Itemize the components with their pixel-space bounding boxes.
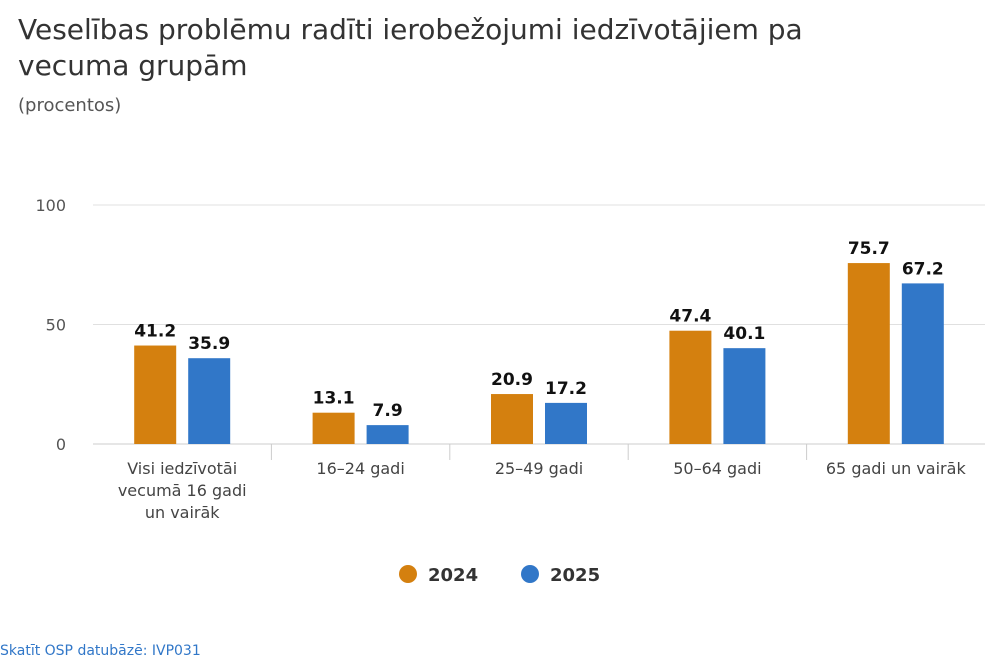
legend-label-2025[interactable]: 2025	[550, 565, 600, 586]
x-category-label: Visi iedzīvotāi vecumā 16 gadi un vairāk	[118, 459, 247, 522]
bar-chart: 0 50 100 41.2 35.9 Visi iedzīvotāi vecumā 16 g…	[35, 196, 985, 586]
x-category-label: 16–24 gadi	[316, 459, 404, 478]
bar-2025	[545, 402, 587, 444]
data-label-2025: 35.9	[188, 334, 230, 354]
data-label-2024: 20.9	[491, 370, 533, 390]
data-label-2025: 7.9	[373, 401, 403, 421]
x-category-label-line: 16–24 gadi	[316, 459, 404, 478]
x-category-label: 25–49 gadi	[495, 459, 583, 478]
bar-2024	[669, 330, 712, 444]
data-label-2025: 40.1	[723, 324, 765, 344]
legend-label-2024[interactable]: 2024	[428, 565, 478, 586]
x-category-label: 65 gadi un vairāk	[826, 459, 967, 478]
y-tick-label: 100	[35, 196, 66, 215]
data-label-2024: 47.4	[669, 307, 711, 327]
y-tick-label: 0	[56, 435, 66, 454]
bar-2024	[491, 394, 533, 444]
chart-subtitle: (procentos)	[18, 95, 122, 116]
data-label-2025: 67.2	[902, 259, 944, 279]
bar-2024	[134, 345, 177, 444]
x-category-label: 50–64 gadi	[673, 459, 761, 478]
x-category-label-line: vecumā 16 gadi	[118, 481, 247, 500]
source-database-link[interactable]: Skatīt OSP datubāzē: IVP031	[0, 643, 201, 659]
x-category-label-line: 50–64 gadi	[673, 459, 761, 478]
bar-2025	[188, 358, 231, 444]
bar-2024	[847, 263, 890, 444]
legend-marker-2024	[399, 565, 417, 583]
bar-2025	[723, 348, 766, 444]
data-label-2024: 13.1	[313, 389, 355, 409]
y-tick-label: 50	[46, 316, 66, 335]
x-category-label-line: Visi iedzīvotāi	[127, 459, 237, 478]
data-label-2024: 75.7	[848, 239, 890, 259]
data-label-2025: 17.2	[545, 379, 587, 399]
x-category-label-line: 25–49 gadi	[495, 459, 583, 478]
bar-2025	[901, 283, 944, 444]
chart-title: Veselības problēmu radīti ierobežojumi i…	[18, 13, 803, 82]
legend-marker-2025	[521, 565, 539, 583]
bar-2025	[366, 425, 409, 444]
x-category-label-line: un vairāk	[145, 503, 220, 522]
data-label-2024: 41.2	[134, 322, 176, 342]
x-category-label-line: 65 gadi un vairāk	[826, 459, 967, 478]
bar-2024	[312, 412, 355, 444]
